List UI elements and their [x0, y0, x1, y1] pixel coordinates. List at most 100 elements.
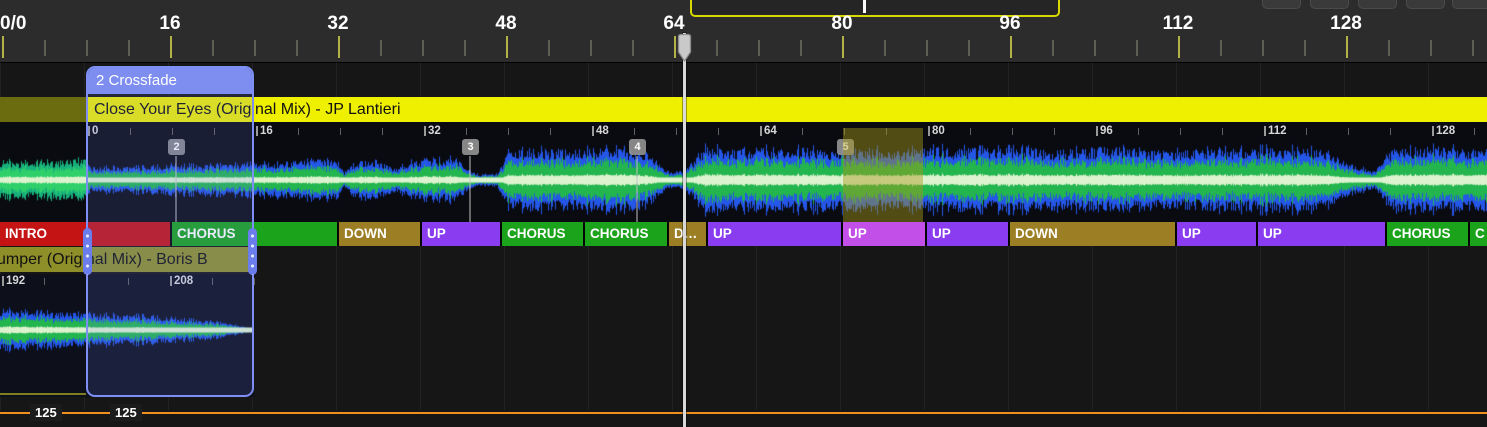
beat-label: 96	[1100, 125, 1113, 137]
ruler-tick-major	[674, 36, 676, 58]
ruler-label: 16	[159, 13, 181, 34]
section-segment[interactable]: DOWN	[339, 222, 420, 246]
ruler-tick-minor	[1136, 40, 1138, 56]
ruler-tick-major	[1178, 36, 1180, 58]
ruler-tick-minor	[1052, 40, 1054, 56]
crossfade-right-handle[interactable]	[248, 228, 257, 275]
toolbar-button-2[interactable]	[1310, 0, 1349, 9]
beat-label: 0	[92, 125, 99, 137]
section-segment[interactable]: UP	[843, 222, 925, 246]
cue-marker[interactable]: 5	[837, 139, 854, 155]
ruler-tick-minor	[464, 40, 466, 56]
ruler-tick-minor	[254, 40, 256, 56]
ruler-tick-minor	[380, 40, 382, 56]
section-segment[interactable]: C	[1470, 222, 1487, 246]
ruler-label: 112	[1162, 13, 1194, 34]
ruler-tick-minor	[128, 40, 130, 56]
deck-a-title-preroll[interactable]	[0, 97, 88, 122]
section-segment[interactable]: CHORUS	[585, 222, 667, 246]
section-segment[interactable]: UP	[1177, 222, 1256, 246]
beat-label: 32	[428, 125, 441, 137]
ruler-tick-minor	[296, 40, 298, 56]
deck-a-section-row: INTROCHORUSDOWNUPCHORUSCHORUSD…UPUPUPDOW…	[0, 222, 1487, 246]
beat-tick	[254, 278, 255, 285]
loop-cursor[interactable]	[863, 0, 866, 13]
ruler-tick-minor	[926, 40, 928, 56]
selection-highlight[interactable]	[843, 128, 923, 222]
section-segment[interactable]: DOWN	[1010, 222, 1175, 246]
ruler-label: 64	[663, 13, 685, 34]
ruler-tick-minor	[884, 40, 886, 56]
crossfade-clip[interactable]: 2 Crossfade	[86, 66, 254, 397]
ruler-label: 48	[495, 13, 517, 34]
ruler-tick-major	[842, 36, 844, 58]
section-segment[interactable]: UP	[927, 222, 1008, 246]
section-segment[interactable]: CHORUS	[502, 222, 583, 246]
ruler-tick-minor	[590, 40, 592, 56]
beat-tick	[928, 126, 930, 136]
section-segment[interactable]: UP	[1258, 222, 1385, 246]
crossfade-clip-header[interactable]: 2 Crossfade	[88, 68, 252, 94]
beat-tick	[2, 276, 4, 286]
crossfade-left-handle[interactable]	[83, 228, 92, 275]
beat-label: 112	[1268, 125, 1287, 137]
toolbar-button-1[interactable]	[1262, 0, 1301, 9]
ruler-tick-minor	[1388, 40, 1390, 56]
beat-tick	[466, 128, 467, 135]
beat-label: 128	[1436, 125, 1456, 137]
playhead-line[interactable]	[683, 33, 686, 427]
section-segment[interactable]: D…	[669, 222, 706, 246]
ruler-tick-major	[338, 36, 340, 58]
ruler-tick-minor	[1304, 40, 1306, 56]
ruler-tick-major	[1010, 36, 1012, 58]
beat-tick	[886, 128, 887, 135]
deck-b-waveform[interactable]	[0, 290, 260, 374]
playhead-marker[interactable]	[676, 33, 693, 63]
beat-tick	[634, 128, 635, 135]
cue-marker[interactable]: 3	[462, 139, 479, 155]
ruler-tick-minor	[800, 40, 802, 56]
ruler-label: 80	[831, 13, 853, 34]
deck-b-title-bar[interactable]: umper (Original Mix) - Boris B	[0, 247, 252, 272]
toolbar-button-4[interactable]	[1406, 0, 1445, 9]
beat-tick	[1096, 126, 1098, 136]
beat-tick	[592, 126, 594, 136]
beat-label: 16	[260, 125, 273, 137]
loop-region-box[interactable]	[690, 0, 1060, 17]
tempo-value: 125	[30, 404, 62, 421]
ruler-label: 96	[999, 13, 1021, 34]
ruler-tick-minor	[1262, 40, 1264, 56]
beat-tick	[424, 126, 426, 136]
deck-a-waveform[interactable]	[0, 138, 1487, 222]
toolbar-button-3[interactable]	[1358, 0, 1397, 9]
top-ruler-zone: 0/0 16 32 48 64 80 96 112 128	[0, 0, 1487, 63]
beat-tick	[130, 128, 131, 135]
beat-tick	[802, 128, 803, 135]
cue-marker[interactable]: 2	[168, 139, 185, 155]
ruler-tick-minor	[1094, 40, 1096, 56]
section-segment[interactable]: CHORUS	[1387, 222, 1468, 246]
beat-tick	[1306, 128, 1307, 135]
ruler-tick-major	[2, 36, 4, 58]
deck-a-title-bar[interactable]: Close Your Eyes (Original Mix) - JP Lant…	[88, 97, 1487, 122]
beat-tick	[1138, 128, 1139, 135]
beat-tick	[340, 128, 341, 135]
ruler-tick-minor	[44, 40, 46, 56]
beat-tick	[1264, 126, 1266, 136]
cue-marker[interactable]: 4	[629, 139, 646, 155]
section-segment[interactable]: UP	[422, 222, 500, 246]
toolbar-button-beats[interactable]	[1452, 0, 1487, 9]
ruler-tick-minor	[1472, 40, 1474, 56]
beat-label: 192	[6, 275, 26, 287]
section-segment[interactable]: UP	[708, 222, 841, 246]
beat-tick	[88, 126, 90, 136]
deck-b-track-title: umper (Original Mix) - Boris B	[0, 251, 208, 268]
beat-tick	[970, 128, 971, 135]
ruler-label: 32	[327, 13, 349, 34]
tempo-automation-line[interactable]	[0, 412, 1487, 414]
beat-label: 64	[764, 125, 777, 137]
cue-line	[469, 156, 471, 222]
ruler-tick-major	[1346, 36, 1348, 58]
ruler-label: 0/0	[0, 13, 27, 34]
